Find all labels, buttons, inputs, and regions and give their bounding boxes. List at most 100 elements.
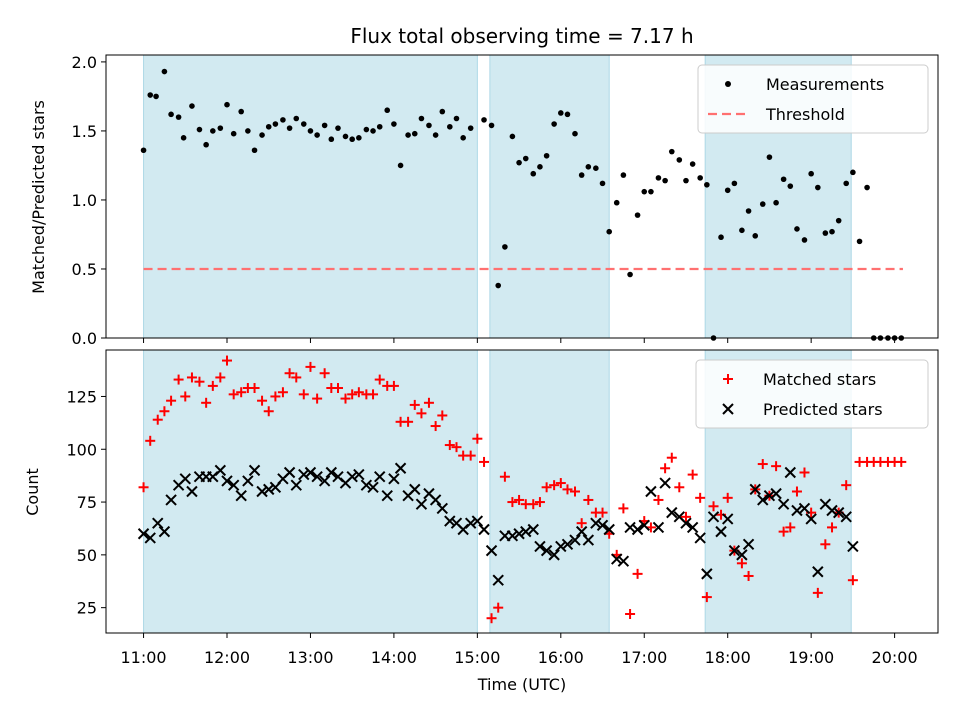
predicted-point-b bbox=[694, 532, 706, 544]
predicted-point-b bbox=[464, 517, 477, 529]
predicted-point bbox=[527, 523, 539, 536]
predicted-point-b bbox=[590, 517, 602, 529]
predicted-point-b bbox=[527, 523, 539, 536]
matched-point bbox=[791, 486, 802, 497]
measurement-point bbox=[147, 92, 154, 98]
matched-point bbox=[680, 511, 691, 522]
predicted-point-b bbox=[409, 483, 421, 496]
y-tick-label: 1.0 bbox=[72, 191, 97, 210]
predicted-point-b bbox=[596, 519, 609, 531]
matched-point bbox=[618, 503, 629, 514]
measurement-point bbox=[530, 170, 537, 177]
x-tick-label: 16:00 bbox=[538, 648, 584, 667]
predicted-point bbox=[165, 494, 177, 506]
predicted-point bbox=[144, 532, 156, 544]
predicted-point-b bbox=[179, 473, 191, 485]
predicted-point bbox=[394, 462, 407, 474]
matched-point bbox=[827, 522, 838, 533]
matched-point bbox=[479, 456, 490, 467]
predicted-point bbox=[374, 471, 386, 483]
predicted-point bbox=[805, 513, 817, 525]
measurement-point bbox=[467, 125, 474, 131]
matched-point bbox=[660, 463, 671, 474]
predicted-point-b bbox=[137, 528, 150, 540]
matched-point bbox=[653, 494, 664, 505]
x-tick-label: 18:00 bbox=[705, 648, 751, 667]
matched-point bbox=[555, 478, 566, 489]
top-plot-frame bbox=[105, 54, 939, 339]
measurement-point bbox=[850, 169, 856, 176]
measurement-point bbox=[641, 188, 648, 195]
measurement-point bbox=[286, 125, 293, 131]
matched-point bbox=[332, 383, 343, 394]
matched-point bbox=[583, 494, 594, 505]
predicted-point bbox=[757, 494, 769, 506]
predicted-point-b bbox=[721, 513, 734, 525]
predicted-point bbox=[318, 475, 331, 487]
measurement-point bbox=[210, 128, 216, 134]
predicted-point-b bbox=[415, 498, 428, 510]
measurement-point bbox=[564, 111, 571, 118]
predicted-point bbox=[478, 523, 490, 536]
legend-threshold-label: Threshold bbox=[765, 105, 845, 124]
predicted-point bbox=[290, 479, 302, 491]
measurement-point bbox=[655, 175, 662, 181]
measurement-point bbox=[280, 117, 286, 123]
predicted-point bbox=[186, 485, 198, 498]
measurement-point bbox=[593, 165, 599, 171]
predicted-point bbox=[325, 466, 338, 479]
predicted-point bbox=[429, 494, 442, 506]
predicted-point-b bbox=[158, 525, 171, 538]
measurement-point bbox=[391, 121, 397, 127]
predicted-point bbox=[513, 528, 525, 540]
predicted-point-b bbox=[569, 534, 581, 546]
predicted-point-b bbox=[749, 483, 761, 496]
legend-predicted-cross bbox=[722, 403, 734, 415]
predicted-point-b bbox=[840, 511, 852, 523]
measurements-series bbox=[140, 68, 905, 341]
predicted-point-b bbox=[812, 566, 824, 578]
predicted-point-b bbox=[353, 468, 365, 481]
matched-point bbox=[222, 355, 233, 366]
measurement-point bbox=[613, 199, 620, 206]
predicted-point bbox=[214, 464, 227, 477]
predicted-point-b bbox=[659, 477, 671, 489]
matched-point bbox=[569, 486, 580, 497]
predicted-point-b bbox=[304, 466, 317, 479]
predicted-point bbox=[444, 515, 456, 527]
predicted-point bbox=[596, 519, 609, 531]
predicted-point-b bbox=[784, 466, 797, 479]
matched-point bbox=[437, 410, 448, 421]
predicted-point-b bbox=[165, 494, 177, 506]
matched-point bbox=[228, 389, 239, 400]
predicted-point-b bbox=[506, 530, 519, 542]
predicted-point bbox=[256, 485, 268, 498]
matched-point bbox=[409, 399, 420, 410]
chart-title: Flux total observing time = 7.17 h bbox=[350, 24, 693, 48]
measurement-point bbox=[251, 147, 258, 154]
measurement-point bbox=[481, 117, 487, 123]
measurement-point bbox=[773, 199, 779, 206]
predicted-point bbox=[728, 544, 741, 557]
predicted-point bbox=[631, 523, 644, 536]
measurement-point bbox=[488, 122, 495, 129]
predicted-point bbox=[152, 517, 164, 529]
predicted-point bbox=[353, 468, 365, 481]
matched-point bbox=[666, 452, 677, 463]
predicted-point-b bbox=[242, 475, 254, 487]
predicted-point bbox=[471, 515, 484, 527]
measurement-point bbox=[384, 107, 391, 114]
predicted-point-b bbox=[707, 511, 720, 523]
predicted-point-b bbox=[325, 466, 338, 479]
measurement-point bbox=[739, 227, 745, 234]
predicted-point-b bbox=[471, 515, 484, 527]
measurement-point bbox=[759, 201, 766, 207]
top-legend-box bbox=[697, 64, 929, 134]
predicted-point bbox=[611, 553, 623, 565]
measurement-point bbox=[815, 184, 821, 191]
predicted-point bbox=[569, 534, 581, 546]
legend-measurements-marker bbox=[725, 81, 731, 87]
predicted-point-b bbox=[394, 462, 407, 474]
predicted-point-b bbox=[791, 504, 803, 517]
matched-point bbox=[263, 406, 274, 417]
